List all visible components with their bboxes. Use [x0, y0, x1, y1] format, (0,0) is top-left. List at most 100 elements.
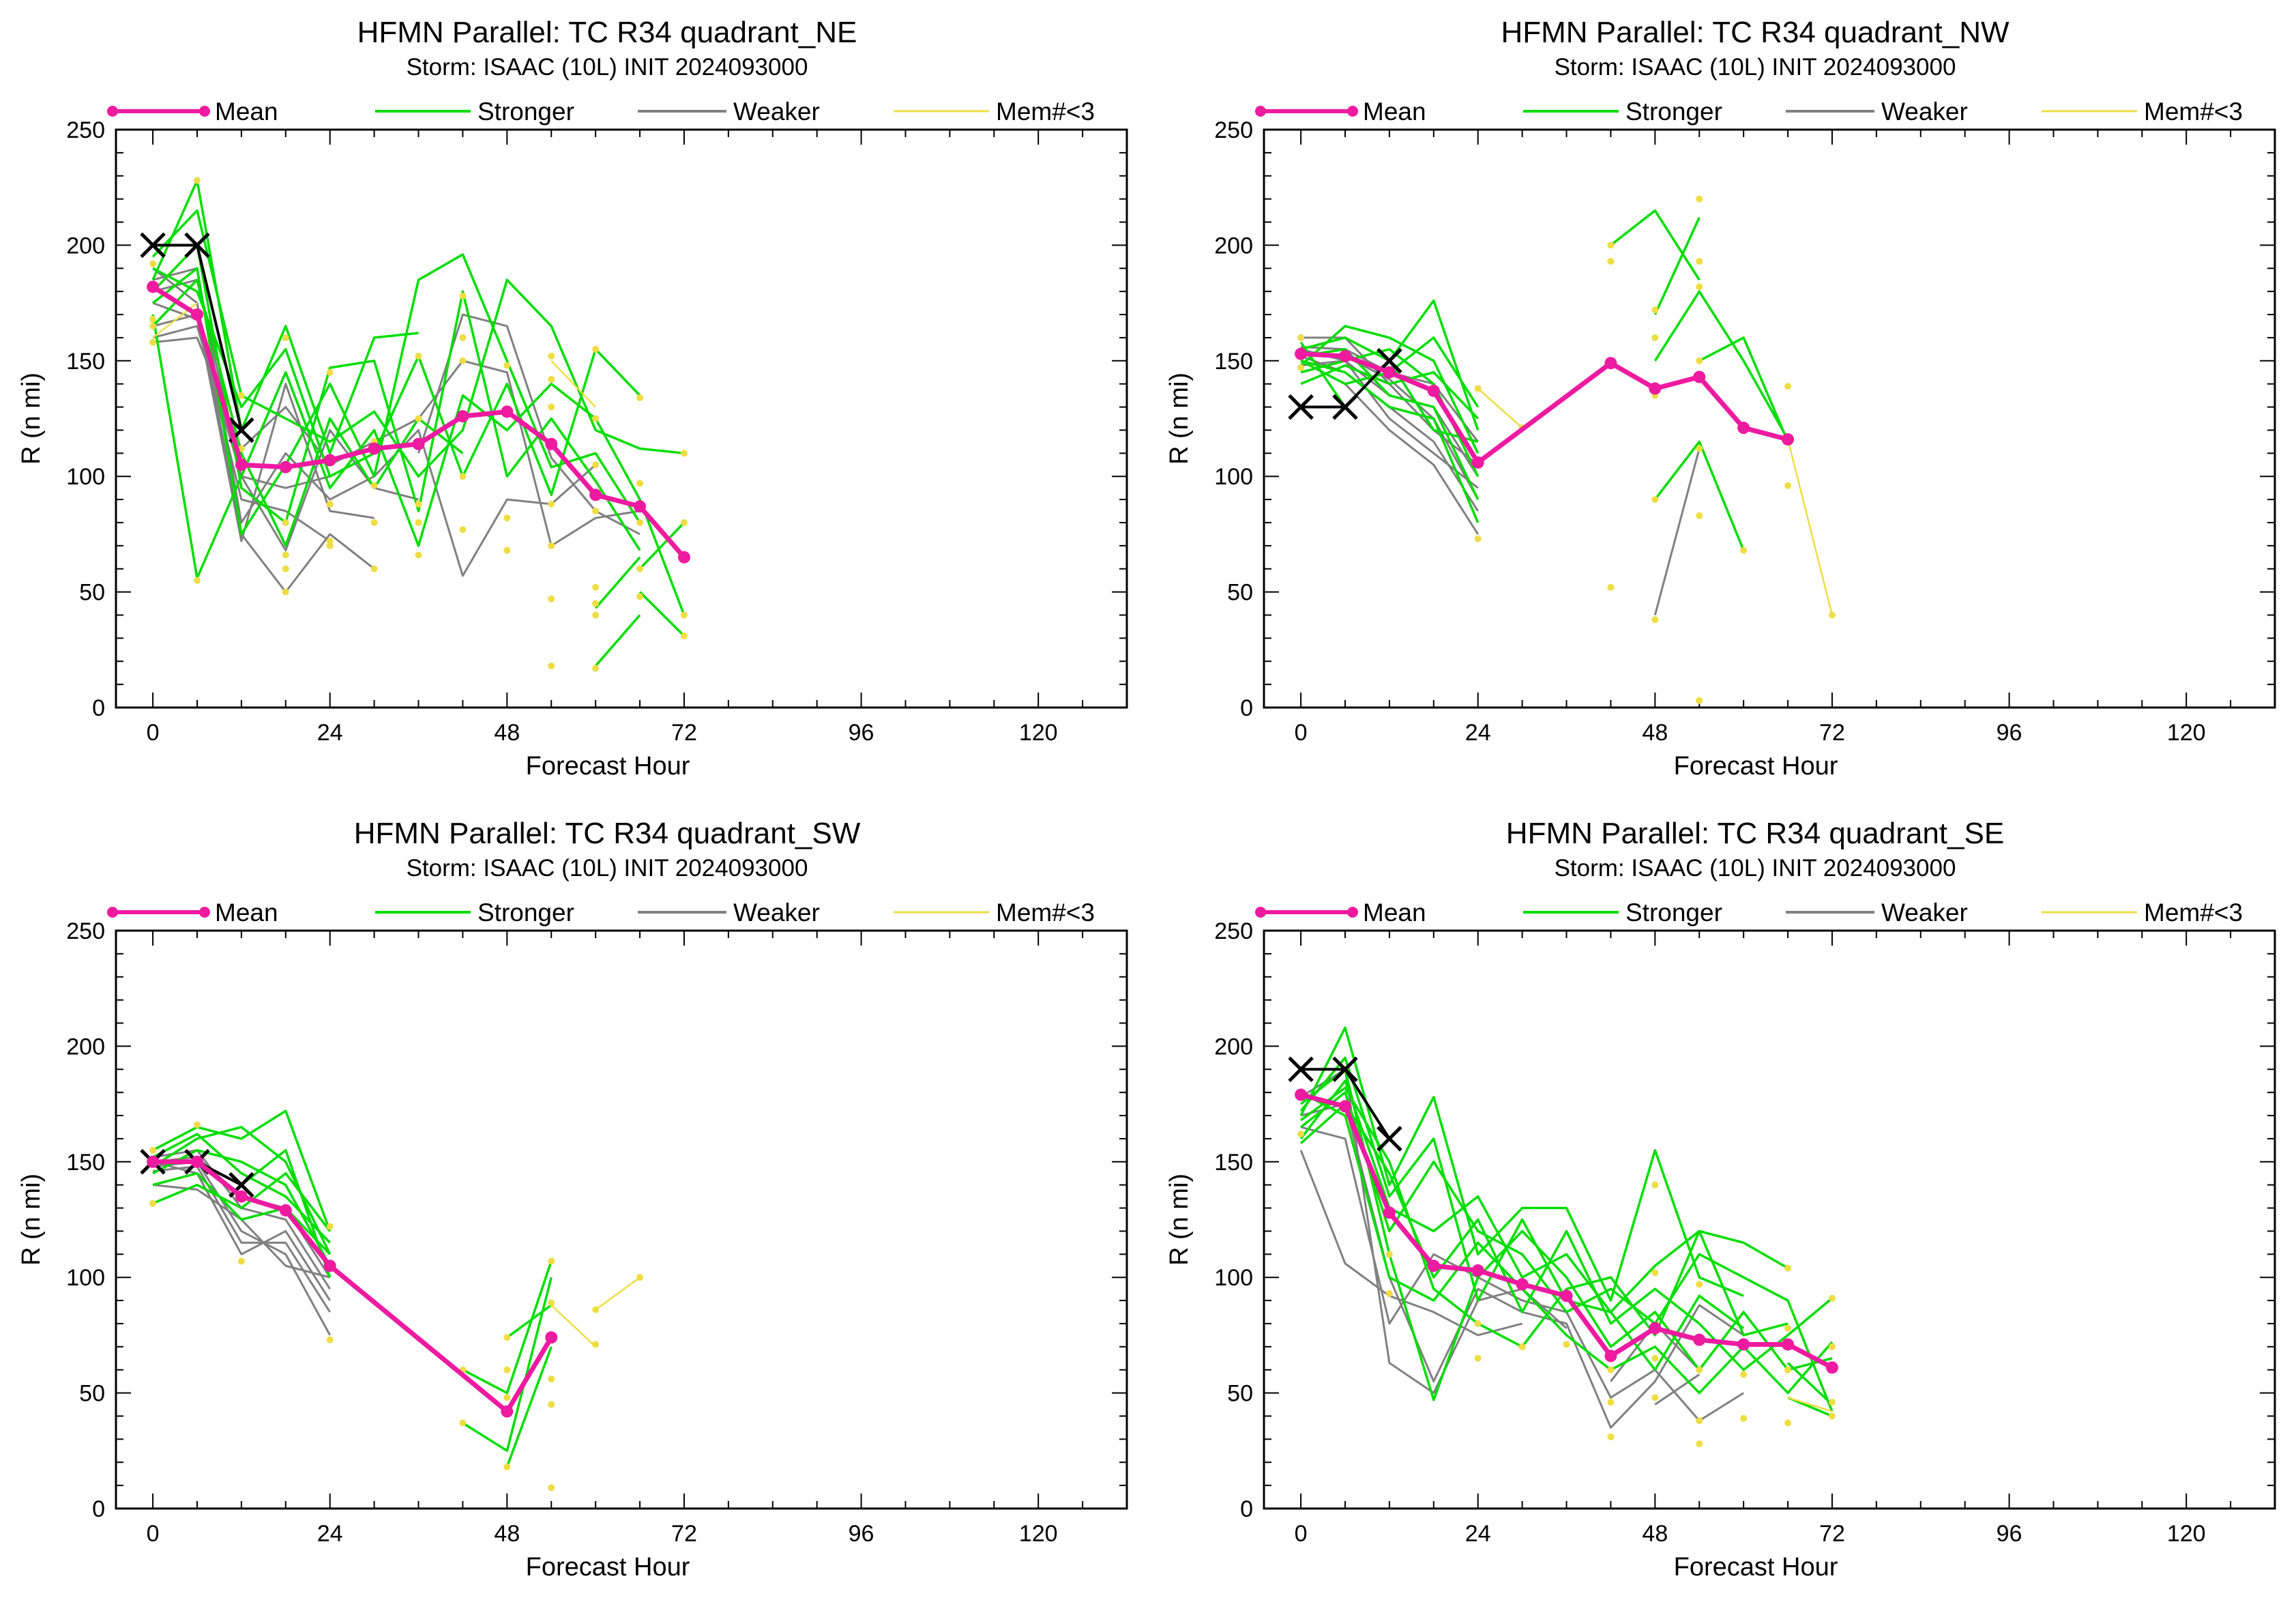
member-point	[459, 526, 467, 534]
mean-point	[589, 489, 602, 501]
stronger-member-line	[152, 1171, 332, 1232]
member-point	[1696, 1440, 1703, 1448]
x-tick-label: 24	[1465, 1521, 1491, 1547]
member-point	[415, 519, 422, 526]
mean-point	[456, 410, 469, 423]
chart-svg: HFMN Parallel: TC R34 quadrant_NE Storm: …	[17, 16, 1128, 781]
legend-marker-mean	[107, 907, 118, 918]
y-axis-label: R (n mi)	[1165, 373, 1194, 465]
stronger-member-line	[1653, 440, 1745, 551]
few-member-line	[550, 360, 597, 408]
few-member-line	[550, 1304, 596, 1348]
member-point	[503, 1463, 511, 1471]
member-point	[1651, 1181, 1659, 1189]
panel-nw: HFMN Parallel: TC R34 quadrant_NW Storm: …	[1148, 0, 2296, 801]
best-track-marker	[1377, 1126, 1402, 1152]
member-point	[459, 1419, 467, 1427]
member-point	[592, 600, 600, 607]
member-point	[1784, 1324, 1792, 1332]
panel-ne: HFMN Parallel: TC R34 quadrant_NE Storm: …	[0, 0, 1148, 801]
mean-point	[501, 405, 514, 418]
y-tick-label: 200	[66, 1034, 105, 1060]
x-tick-label: 24	[317, 720, 343, 746]
member-point	[459, 473, 467, 480]
best-track-marker	[184, 232, 210, 259]
legend: Mean Stronger Weaker Mem#<3	[1255, 98, 2243, 126]
stronger-member-line	[1610, 209, 1701, 281]
weaker-member-line	[1653, 448, 1701, 615]
stronger-member-line	[594, 614, 641, 667]
member-point	[503, 547, 511, 554]
member-point	[680, 632, 688, 639]
member-point	[1607, 258, 1615, 265]
stronger-member-line	[151, 278, 464, 547]
mean-line	[1300, 351, 1789, 465]
stronger-member-line	[462, 1260, 553, 1395]
member-point	[1828, 611, 1836, 619]
member-point	[370, 565, 378, 572]
legend-marker-mean	[199, 907, 210, 918]
member-point	[149, 338, 157, 346]
member-point	[415, 415, 422, 422]
member-point	[1696, 357, 1703, 364]
y-tick-label: 250	[1214, 117, 1253, 143]
member-point	[592, 583, 600, 591]
x-tick-label: 24	[1465, 720, 1491, 746]
plot-area	[140, 1109, 644, 1491]
mean-point	[1295, 347, 1308, 360]
mean-point	[323, 454, 336, 467]
member-point	[1828, 1412, 1836, 1420]
x-tick-label: 48	[494, 1521, 520, 1547]
member-point	[636, 565, 644, 572]
member-point	[1385, 1251, 1393, 1258]
mean-point	[1825, 1361, 1838, 1374]
y-axis-label: R (n mi)	[17, 1174, 46, 1266]
member-point	[1696, 697, 1703, 704]
x-axis-label: Forecast Hour	[1674, 752, 1838, 781]
member-point	[1740, 547, 1748, 554]
legend: Mean Stronger Weaker Mem#<3	[107, 899, 1095, 927]
member-point	[193, 1121, 201, 1128]
member-point	[1828, 1343, 1836, 1350]
member-point	[282, 519, 289, 526]
chart-title: HFMN Parallel: TC R34 quadrant_SW	[354, 817, 861, 850]
mean-point	[1604, 357, 1617, 370]
member-point	[548, 1375, 555, 1383]
member-point	[1651, 1269, 1659, 1277]
legend-marker-mean	[1255, 106, 1266, 117]
best-track-marker	[1288, 1056, 1314, 1083]
mean-point	[501, 1405, 514, 1418]
mean-point	[1383, 1206, 1396, 1219]
member-point	[459, 357, 467, 364]
plot-frame	[1263, 929, 2276, 1510]
member-point	[548, 353, 555, 360]
member-point	[193, 577, 201, 584]
y-tick-label: 0	[1240, 1496, 1253, 1522]
member-point	[1474, 1354, 1482, 1362]
y-tick-label: 0	[92, 695, 105, 721]
mean-point	[1782, 433, 1795, 446]
member-point	[149, 315, 157, 323]
y-tick-label: 150	[66, 1150, 105, 1176]
chart-subtitle: Storm: ISAAC (10L) INIT 2024093000	[407, 54, 808, 81]
stronger-member-line	[1300, 1091, 1834, 1412]
member-point	[370, 482, 378, 489]
weaker-member-line	[152, 1161, 331, 1301]
member-point	[282, 565, 289, 572]
stronger-member-line	[152, 267, 641, 497]
mean-point	[634, 500, 647, 513]
x-tick-label: 0	[147, 720, 160, 746]
member-point	[636, 593, 644, 600]
legend-label-weaker: Weaker	[1881, 899, 1968, 927]
x-tick-label: 48	[1642, 720, 1668, 746]
plot-frame	[115, 128, 1128, 709]
legend-marker-mean	[199, 106, 210, 117]
x-tick-label: 48	[494, 720, 520, 746]
member-point	[548, 662, 555, 670]
stronger-member-line	[1299, 1079, 1789, 1337]
member-point	[1474, 535, 1482, 542]
member-point	[636, 519, 644, 526]
member-point	[548, 1401, 555, 1408]
member-point	[636, 394, 644, 402]
member-point	[548, 1257, 555, 1265]
